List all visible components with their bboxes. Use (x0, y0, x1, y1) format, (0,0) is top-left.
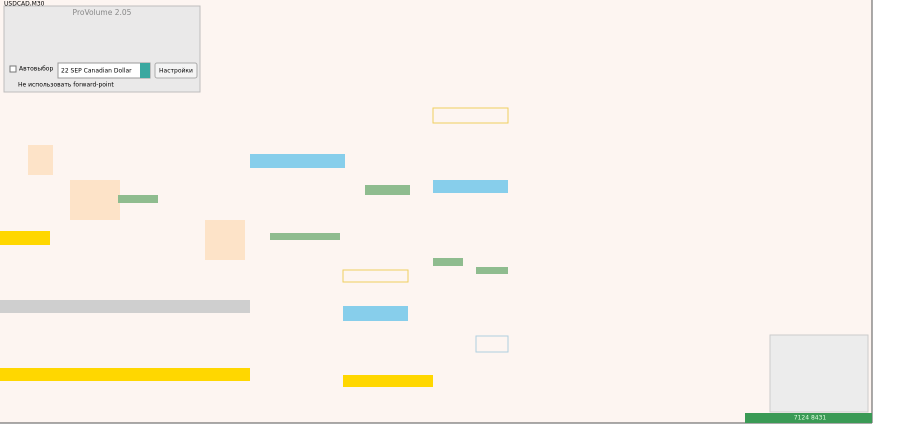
panel-title: ProVolume 2.05 (73, 8, 132, 17)
settings-label: Настройки (159, 68, 193, 75)
panel-bg (3, 5, 201, 93)
checkbox[interactable] (9, 65, 17, 73)
zone (0, 368, 250, 381)
zone (28, 145, 53, 175)
zone (433, 180, 508, 193)
volume-text: 7124 8431 (794, 415, 827, 422)
zone (365, 185, 410, 195)
zone-outline (475, 335, 509, 353)
auto-select-label: Автовыбор (19, 66, 53, 73)
zone (343, 306, 408, 321)
zone (118, 195, 158, 203)
price-axis-bg (872, 0, 900, 435)
zone (270, 233, 340, 240)
zone (70, 180, 120, 220)
zone (250, 154, 345, 168)
zone (0, 231, 50, 245)
zone (0, 300, 250, 313)
control-panel: ProVolume 2.05 Автовыбор 22 SEP Canadian… (3, 5, 201, 93)
zone (205, 220, 245, 260)
zone-outline (432, 107, 509, 124)
volume-bar (745, 413, 872, 423)
zone-outline (342, 269, 409, 283)
settings-button[interactable] (154, 62, 198, 79)
symbol: USDCAD,M30 (4, 1, 45, 8)
info-bg (769, 334, 869, 413)
contract: 22 SEP Canadian Dollar (61, 68, 132, 75)
forward-point-label: Не использовать forward-point (18, 82, 114, 89)
time-axis-bg (0, 423, 872, 435)
info-box (769, 334, 869, 413)
zone (476, 267, 508, 274)
select-arrow[interactable] (140, 63, 150, 78)
zone (433, 258, 463, 266)
zones (0, 107, 509, 387)
zone (343, 375, 433, 387)
